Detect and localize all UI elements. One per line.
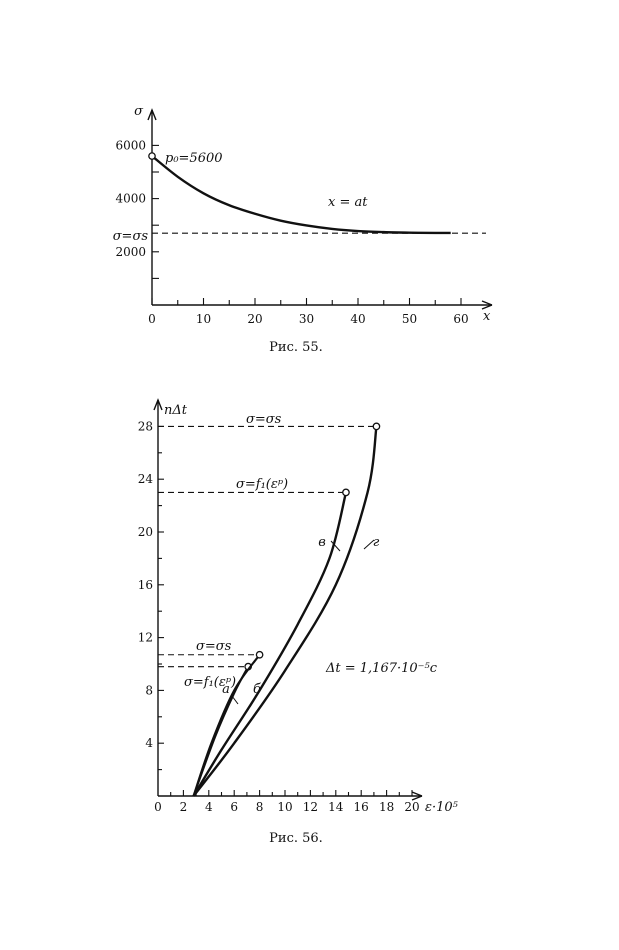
curve-leader-line <box>231 695 239 705</box>
curve-label: г <box>373 535 380 550</box>
x-tick-label: 18 <box>379 800 394 814</box>
y-tick-label: 2000 <box>115 245 146 259</box>
figure-caption: Рис. 55. <box>269 340 323 355</box>
p0-marker <box>148 152 156 160</box>
x-tick-label: 50 <box>402 312 417 326</box>
curve-в <box>192 492 348 797</box>
curve-label: а <box>222 682 230 697</box>
y-axis-arrow <box>153 398 163 411</box>
x-axis-arrow <box>411 791 423 801</box>
x-tick-label: 0 <box>148 312 156 326</box>
x-tick-label: 12 <box>303 800 318 814</box>
x-tick-label: 8 <box>256 800 264 814</box>
x-tick-label: 4 <box>205 800 213 814</box>
figure-caption: Рис. 56. <box>269 831 323 846</box>
sigma-decay-curve <box>151 155 451 235</box>
y-axis-label: nΔt <box>164 403 188 418</box>
x-tick-label: 0 <box>154 800 162 814</box>
reference-line-label: σ=f₁(εᵖ) <box>236 477 288 492</box>
y-tick-label: 20 <box>138 525 153 539</box>
reference-line-label: σ=σs <box>246 412 282 427</box>
x-tick-label: 10 <box>277 800 292 814</box>
y-tick-label: 4 <box>145 736 153 750</box>
curve-г <box>192 426 378 797</box>
x-eq-annotation: x = at <box>328 195 368 210</box>
x-tick-label: 10 <box>196 312 211 326</box>
x-axis-label: x <box>483 309 491 324</box>
chart-55: 0 10 20 30 40 50 60 2000 4000 6000 σ x p₀=5600 x = at… <box>113 104 493 355</box>
x-tick-label: 20 <box>404 800 419 814</box>
curve-label: в <box>318 535 326 550</box>
curve-label: б <box>253 682 261 697</box>
y-axis-arrow <box>147 108 157 121</box>
y-axis-label: σ <box>134 104 144 119</box>
y-tick-label: 6000 <box>115 138 146 152</box>
x-tick-label: 20 <box>247 312 262 326</box>
p0-annotation: p₀=5600 <box>165 151 223 166</box>
x-tick-label: 40 <box>350 312 365 326</box>
x-axis-label: ε·10⁵ <box>425 800 459 815</box>
sigma-s-label: σ=σs <box>113 229 149 244</box>
delta-t-annotation: Δt = 1,167·10⁻⁵c <box>325 661 438 676</box>
curve-leader-line <box>330 540 341 552</box>
y-tick-label: 16 <box>138 578 153 592</box>
curve-end-marker <box>255 650 264 659</box>
reference-line-label: σ=σs <box>196 639 232 654</box>
x-tick-label: 14 <box>328 800 344 814</box>
chart-56: 0 2 4 6 8 10 12 14 16 18 20481216202428nΔtε·10⁵σ=σ… <box>138 398 459 846</box>
curve-leader-line <box>363 539 375 550</box>
curve-end-marker <box>342 488 350 497</box>
y-tick-label: 8 <box>145 683 153 697</box>
x-tick-label: 6 <box>230 800 238 814</box>
y-tick-label: 24 <box>138 472 154 486</box>
curve-end-marker <box>372 422 381 431</box>
x-tick-label: 16 <box>354 800 369 814</box>
reference-line-label: σ=f₁(εᵖ) <box>184 675 236 690</box>
y-tick-label: 4000 <box>115 192 146 206</box>
x-tick-label: 60 <box>453 312 468 326</box>
y-tick-label: 12 <box>138 631 153 645</box>
x-axis-arrow <box>481 300 493 310</box>
x-tick-label: 30 <box>299 312 314 326</box>
y-tick-label: 28 <box>138 419 153 433</box>
x-tick-label: 2 <box>180 800 188 814</box>
curve-б <box>192 654 261 797</box>
